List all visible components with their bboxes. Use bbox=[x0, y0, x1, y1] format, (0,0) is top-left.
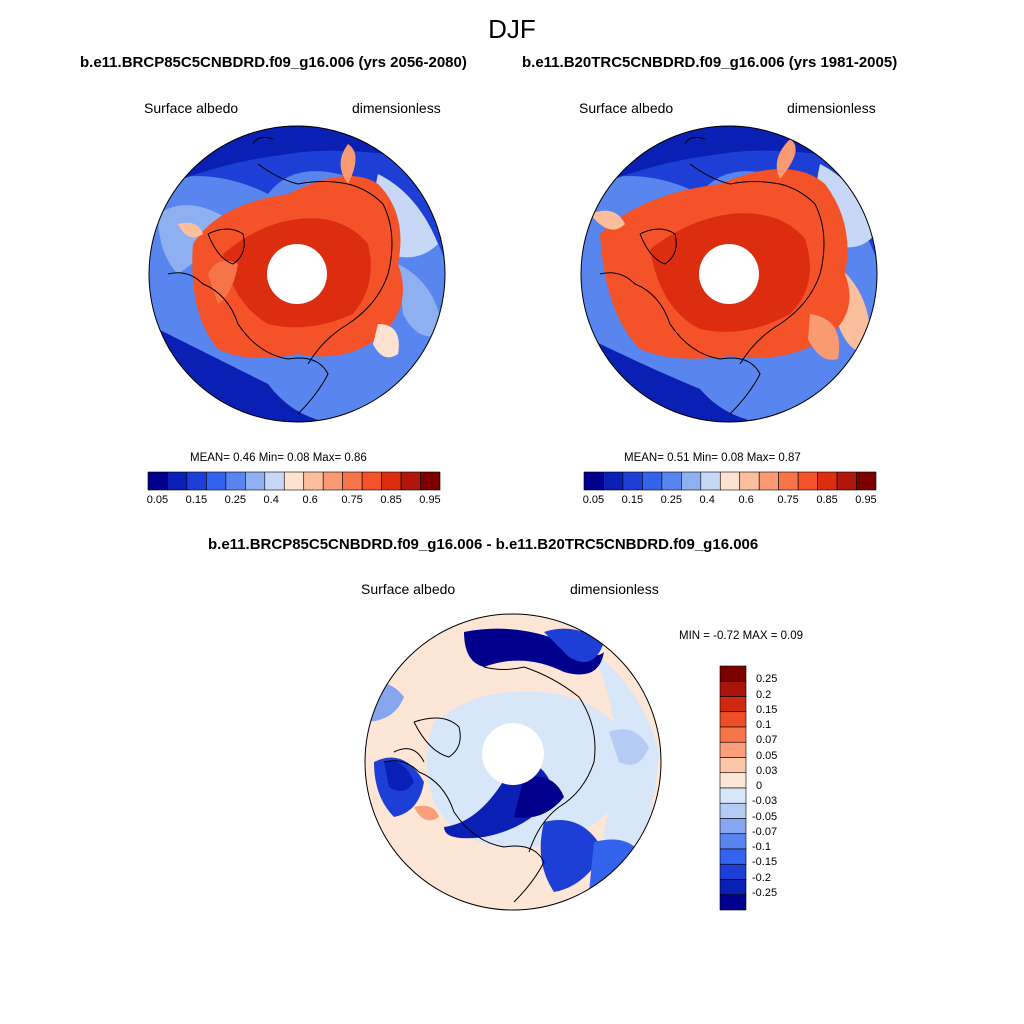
colorbar-swatch bbox=[400, 471, 421, 491]
panel-2-polar-map bbox=[580, 125, 878, 423]
colorbar-tick-label: -0.1 bbox=[752, 841, 771, 853]
colorbar-swatch bbox=[322, 471, 343, 491]
colorbar-tick-label: 0 bbox=[756, 780, 763, 792]
colorbar-tick-label: -0.25 bbox=[752, 886, 778, 899]
colorbar-tick-label: 0.1 bbox=[756, 719, 772, 731]
colorbar-swatch bbox=[264, 471, 285, 491]
colorbar-swatch bbox=[719, 787, 747, 804]
colorbar-tick-label: 0.05 bbox=[756, 749, 778, 762]
colorbar-swatch bbox=[719, 772, 747, 789]
colorbar-tick-label: 0.6 bbox=[738, 494, 754, 506]
panel-3-stats: MIN = -0.72 MAX = 0.09 bbox=[679, 630, 804, 642]
colorbar-swatch bbox=[719, 894, 747, 911]
colorbar-swatch bbox=[186, 471, 207, 491]
colorbar-swatch bbox=[381, 471, 402, 491]
panel-2-units-label: dimensionless bbox=[787, 100, 876, 116]
panel-1-title: b.e11.BRCP85C5CNBDRD.f09_g16.006 (yrs 20… bbox=[80, 54, 467, 71]
colorbar-swatch bbox=[361, 471, 382, 491]
colorbar-swatch bbox=[700, 471, 721, 491]
colorbar-swatch bbox=[283, 471, 305, 491]
panel-3-title: b.e11.BRCP85C5CNBDRD.f09_g16.006 - b.e11… bbox=[208, 536, 759, 553]
colorbar-swatch bbox=[642, 471, 663, 491]
colorbar-swatch bbox=[719, 863, 747, 880]
colorbar-swatch bbox=[225, 471, 246, 491]
colorbar-swatch bbox=[206, 471, 227, 491]
colorbar-swatch bbox=[719, 741, 747, 758]
colorbar-swatch bbox=[719, 665, 747, 682]
panel-3-colorbar bbox=[719, 665, 747, 911]
colorbar-tick-label: 0.15 bbox=[621, 494, 644, 506]
colorbar-tick-label: 0.95 bbox=[855, 494, 877, 506]
panel-1-units-label: dimensionless bbox=[352, 100, 441, 116]
panel-1-colorbar bbox=[147, 471, 441, 491]
colorbar-swatch bbox=[719, 757, 747, 774]
colorbar-swatch bbox=[681, 471, 702, 491]
colorbar-swatch bbox=[719, 696, 747, 713]
colorbar-swatch bbox=[303, 471, 324, 491]
colorbar-tick-label: -0.03 bbox=[752, 795, 778, 808]
colorbar-swatch bbox=[719, 833, 747, 850]
colorbar-tick-label: 0.85 bbox=[816, 494, 838, 506]
panel-1-stats: MEAN= 0.46 Min= 0.08 Max= 0.86 bbox=[190, 452, 367, 464]
colorbar-tick-label: 0.75 bbox=[777, 494, 799, 506]
colorbar-tick-label: 0.07 bbox=[756, 734, 778, 747]
colorbar-tick-label: 0.6 bbox=[302, 494, 318, 506]
colorbar-tick-label: 0.4 bbox=[263, 494, 279, 506]
colorbar-swatch bbox=[719, 818, 747, 835]
colorbar-tick-label: -0.05 bbox=[752, 810, 778, 823]
panel-3-units-label: dimensionless bbox=[570, 581, 659, 597]
colorbar-swatch bbox=[661, 471, 682, 491]
panel-2-stats: MEAN= 0.51 Min= 0.08 Max= 0.87 bbox=[624, 452, 801, 464]
colorbar-tick-label: 0.25 bbox=[756, 673, 778, 686]
colorbar-swatch bbox=[245, 471, 266, 491]
colorbar-swatch bbox=[719, 848, 747, 865]
colorbar-swatch bbox=[719, 802, 747, 819]
panel-3-variable-label: Surface albedo bbox=[361, 581, 456, 597]
colorbar-swatch bbox=[719, 680, 747, 697]
colorbar-tick-label: 0.75 bbox=[341, 494, 363, 506]
colorbar-tick-label: -0.07 bbox=[752, 825, 778, 838]
panel-3-polar-map bbox=[364, 613, 662, 911]
colorbar-swatch bbox=[342, 471, 363, 491]
colorbar-tick-label: 0.95 bbox=[419, 494, 441, 506]
colorbar-tick-label: 0.25 bbox=[660, 494, 683, 506]
panel-1-variable-label: Surface albedo bbox=[144, 100, 239, 116]
colorbar-swatch bbox=[836, 471, 857, 491]
colorbar-tick-label: 0.05 bbox=[146, 494, 169, 506]
colorbar-tick-label: 0.15 bbox=[756, 703, 778, 716]
colorbar-swatch bbox=[758, 471, 779, 491]
colorbar-tick-label: 0.03 bbox=[756, 764, 778, 777]
colorbar-swatch bbox=[856, 471, 877, 491]
colorbar-swatch bbox=[719, 711, 747, 728]
colorbar-swatch bbox=[167, 471, 188, 491]
colorbar-swatch bbox=[603, 471, 624, 491]
colorbar-tick-label: 0.15 bbox=[185, 494, 208, 506]
figure-title: DJF bbox=[488, 14, 536, 44]
colorbar-tick-label: 0.4 bbox=[699, 494, 715, 506]
colorbar-swatch bbox=[817, 471, 838, 491]
panel-2-title: b.e11.B20TRC5CNBDRD.f09_g16.006 (yrs 198… bbox=[522, 54, 898, 71]
panel-1-polar-map bbox=[148, 125, 446, 423]
colorbar-swatch bbox=[719, 879, 747, 896]
colorbar-tick-label: 0.2 bbox=[756, 688, 772, 701]
colorbar-swatch bbox=[797, 471, 818, 491]
colorbar-swatch bbox=[719, 726, 747, 743]
colorbar-swatch bbox=[778, 471, 799, 491]
colorbar-tick-label: 0.25 bbox=[224, 494, 247, 506]
colorbar-tick-label: -0.15 bbox=[752, 856, 778, 869]
panel-2-colorbar bbox=[583, 471, 877, 491]
colorbar-tick-label: -0.2 bbox=[752, 871, 771, 884]
colorbar-swatch bbox=[420, 471, 441, 491]
colorbar-swatch bbox=[719, 471, 741, 491]
panel-2-variable-label: Surface albedo bbox=[579, 100, 674, 116]
colorbar-swatch bbox=[739, 471, 760, 491]
colorbar-swatch bbox=[622, 471, 643, 491]
colorbar-tick-label: 0.05 bbox=[582, 494, 605, 506]
colorbar-swatch bbox=[147, 471, 168, 491]
colorbar-swatch bbox=[583, 471, 604, 491]
colorbar-tick-label: 0.85 bbox=[380, 494, 402, 506]
